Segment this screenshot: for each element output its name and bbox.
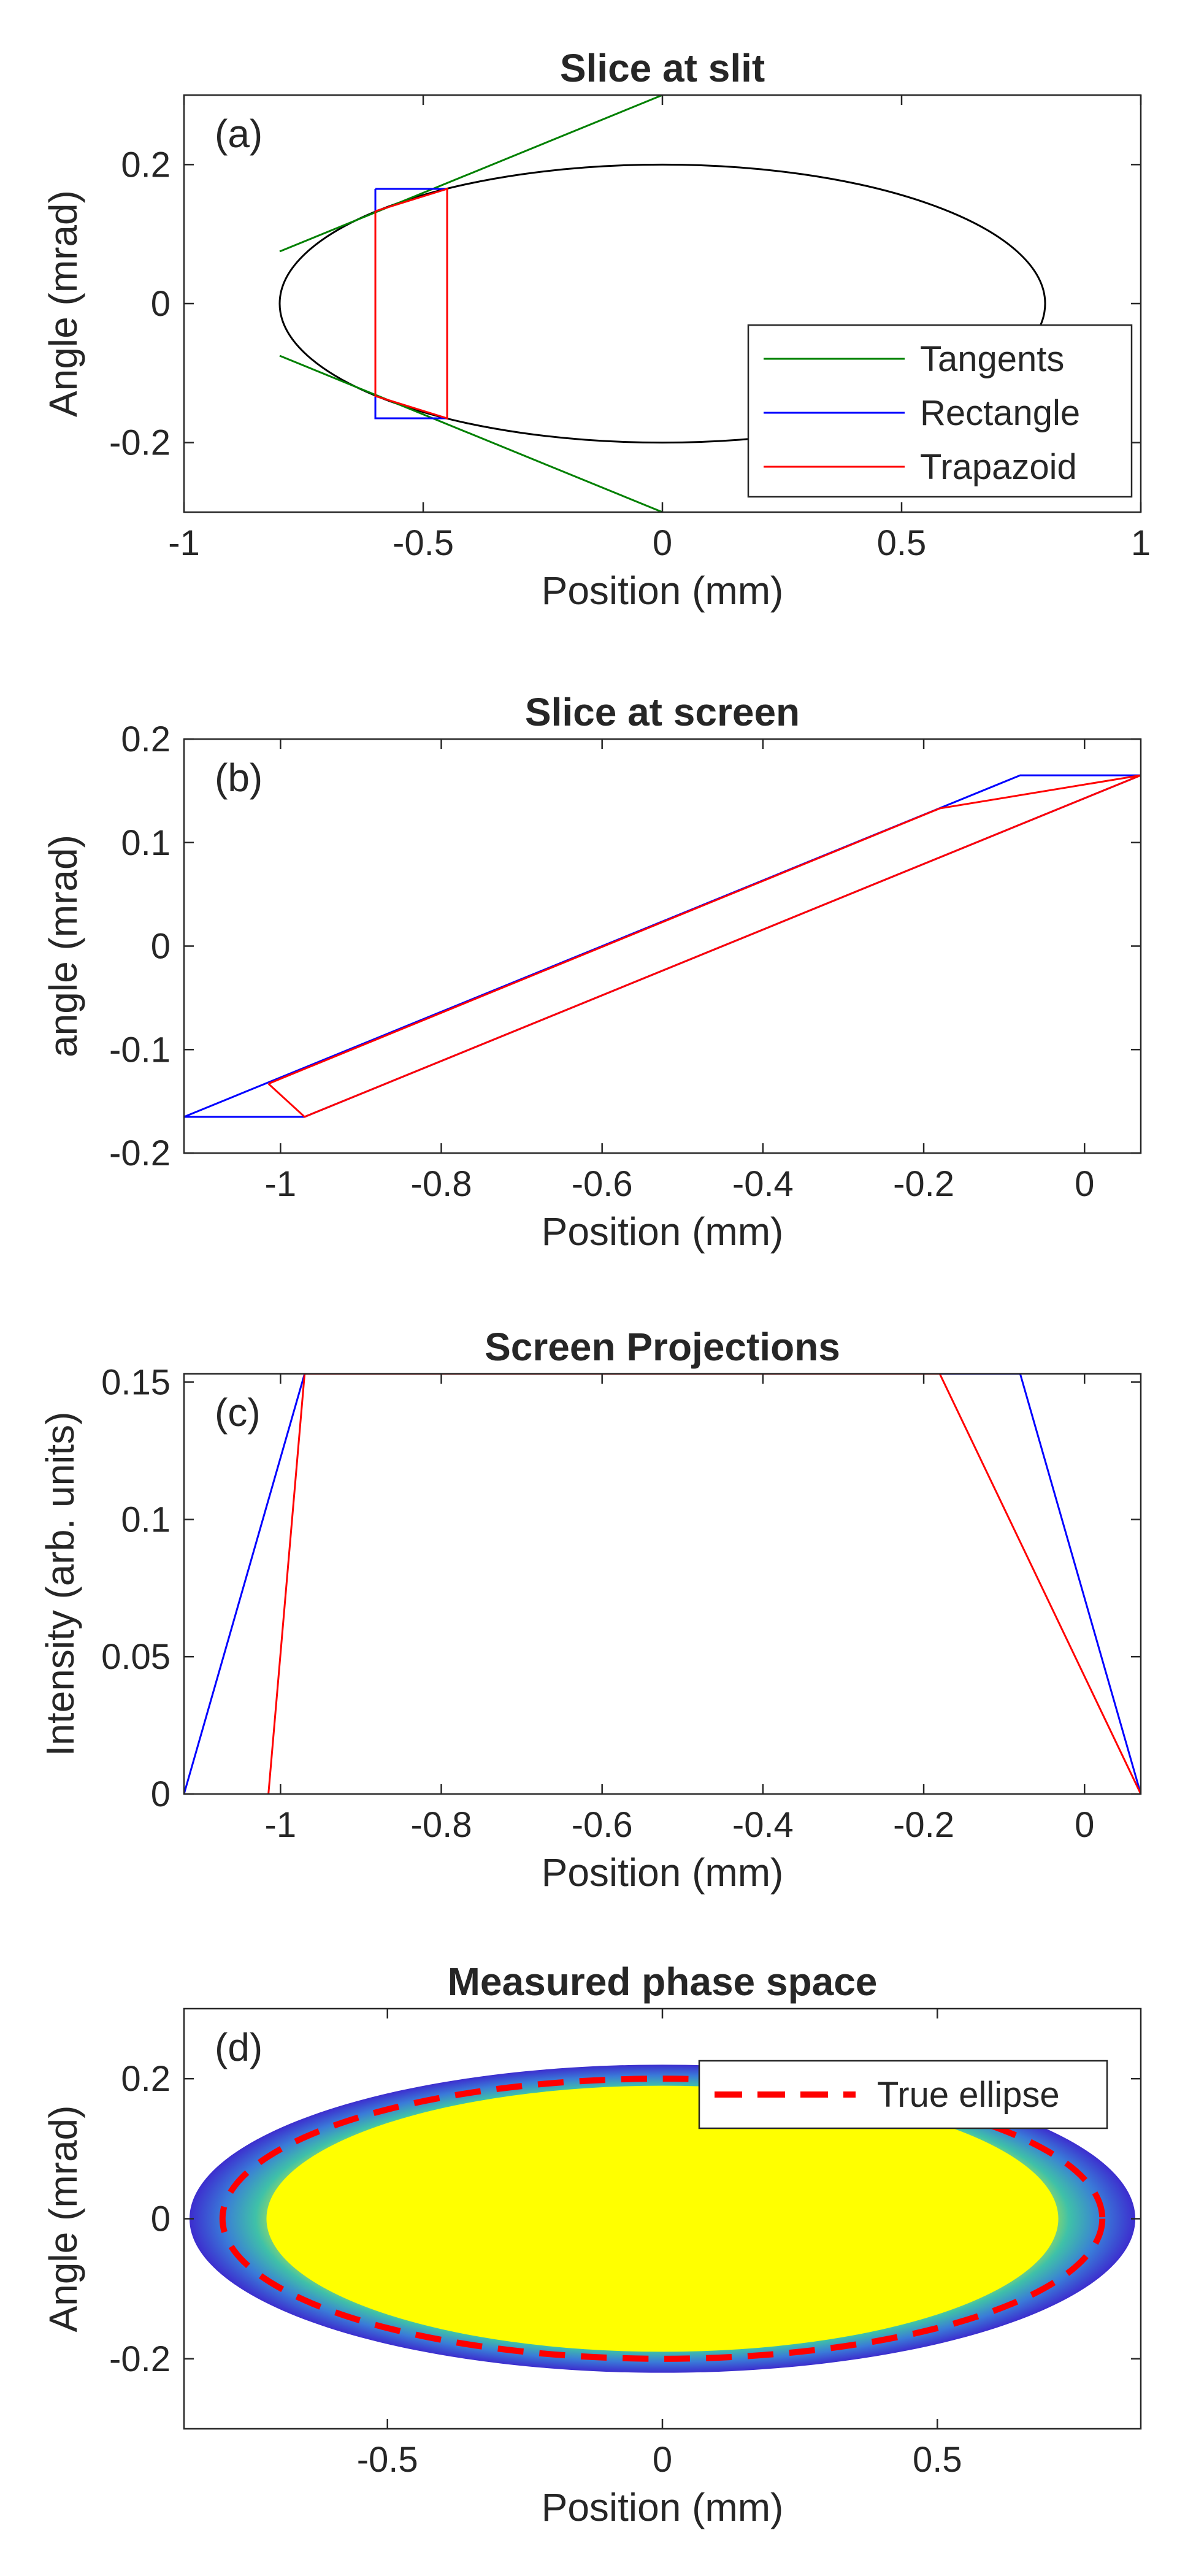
y-tick-label: 0.2 (121, 719, 171, 759)
x-tick-label: -0.4 (732, 1805, 794, 1845)
x-tick-label: 0 (653, 2440, 672, 2480)
chart-title: Screen Projections (485, 1325, 840, 1369)
x-tick-label: -0.8 (411, 1164, 472, 1204)
x-tick-label: 1 (1131, 523, 1151, 563)
panel-b: -1 -0.8 -0.6 -0.4 -0.2 0 -0.2 -0.1 0 0.1 0.2 Slice … (41, 690, 1142, 1254)
x-tick-label: -0.6 (572, 1164, 633, 1204)
chart-title: Slice at slit (560, 46, 765, 90)
x-tick-label: 0.5 (877, 523, 927, 563)
y-axis-label: Intensity (arb. units) (38, 1412, 82, 1757)
true-ellipse-line (219, 2076, 1106, 2362)
series-trapazoid-line-0 (267, 1374, 1141, 1794)
y-tick-label: 0.1 (121, 823, 171, 863)
series-tangents-line-0 (279, 95, 663, 253)
legend-entry: Tangents (920, 339, 1064, 379)
y-tick-label: 0 (151, 2199, 171, 2239)
series-trapazoid-line-0 (267, 774, 1141, 1118)
y-tick-label: -0.2 (109, 423, 171, 463)
series-rectangle-line-0 (184, 774, 1141, 1118)
panel-d: -0.5 0 0.5 -0.2 0 0.2 Measured phase space Posi… (41, 1960, 1142, 2529)
x-axis-label: Position (mm) (542, 569, 784, 613)
x-tick-label: -1 (265, 1164, 297, 1204)
y-tick-label: -0.1 (109, 1030, 171, 1070)
x-tick-label: 0 (1075, 1164, 1094, 1204)
measured-core (266, 2085, 1059, 2352)
y-tick-label: 0.2 (121, 2059, 171, 2099)
series-tangents-line-1 (279, 355, 663, 512)
x-tick-label: -0.5 (393, 523, 454, 563)
plot-area-d (189, 2064, 1136, 2373)
phase-space-ellipse (278, 163, 1046, 444)
y-axis-label: Angle (mrad) (41, 190, 85, 417)
series-trapazoid-line-0 (374, 187, 448, 420)
x-tick-label: -0.6 (572, 1805, 633, 1845)
legend-entry: Rectangle (920, 393, 1080, 433)
chart-title: Measured phase space (448, 1960, 878, 2004)
y-tick-label: 0.2 (121, 145, 171, 185)
x-tick-label: -0.8 (411, 1805, 472, 1845)
x-axis-label: Position (mm) (542, 1209, 784, 1254)
x-tick-label: -0.2 (893, 1805, 954, 1845)
axes-box (183, 1373, 1142, 1795)
y-axis-label: Angle (mrad) (41, 2106, 85, 2333)
x-tick-label: -0.2 (893, 1164, 954, 1204)
panel-label: (c) (215, 1390, 261, 1435)
x-tick-label: -0.4 (732, 1164, 794, 1204)
legend-entry: True ellipse (877, 2075, 1060, 2115)
y-axis-label: angle (mrad) (41, 835, 85, 1057)
series-rectangle-line-0 (184, 1374, 1141, 1794)
panel-label: (a) (215, 112, 263, 156)
x-tick-label: -1 (265, 1805, 297, 1845)
plot-area-b (184, 774, 1141, 1118)
y-tick-label: -0.2 (109, 2339, 171, 2379)
x-axis-label: Position (mm) (542, 1850, 784, 1895)
axes-box (183, 738, 1142, 1154)
y-tick-label: 0 (151, 1774, 171, 1814)
plot-area-c (184, 1374, 1141, 1794)
plot-area-a (278, 95, 1046, 512)
y-tick-label: -0.2 (109, 1133, 171, 1173)
x-axis-label: Position (mm) (542, 2485, 784, 2529)
x-tick-label: 0 (653, 523, 672, 563)
x-tick-label: 0.5 (913, 2440, 962, 2480)
y-tick-label: 0.05 (101, 1637, 171, 1677)
y-tick-label: 0.1 (121, 1500, 171, 1539)
x-tick-label: 0 (1075, 1805, 1094, 1845)
panel-a: -1 -0.5 0 0.5 1 -0.2 0 0.2 Slice at slit Position… (41, 46, 1151, 613)
legend-entry: Trapazoid (920, 447, 1077, 487)
y-tick-label: 0.15 (101, 1362, 171, 1402)
panel-label: (d) (215, 2025, 263, 2069)
y-tick-label: 0 (151, 927, 171, 967)
x-tick-label: -1 (168, 523, 200, 563)
panel-c: -1 -0.8 -0.6 -0.4 -0.2 0 0 0.05 0.1 0.15 Screen Pr… (38, 1325, 1142, 1895)
chart-title: Slice at screen (525, 690, 800, 734)
series-rectangle-line-0 (374, 188, 448, 420)
x-tick-label: -0.5 (357, 2440, 418, 2480)
legend-box (747, 324, 1133, 498)
panel-label: (b) (215, 756, 263, 800)
y-tick-label: 0 (151, 284, 171, 324)
